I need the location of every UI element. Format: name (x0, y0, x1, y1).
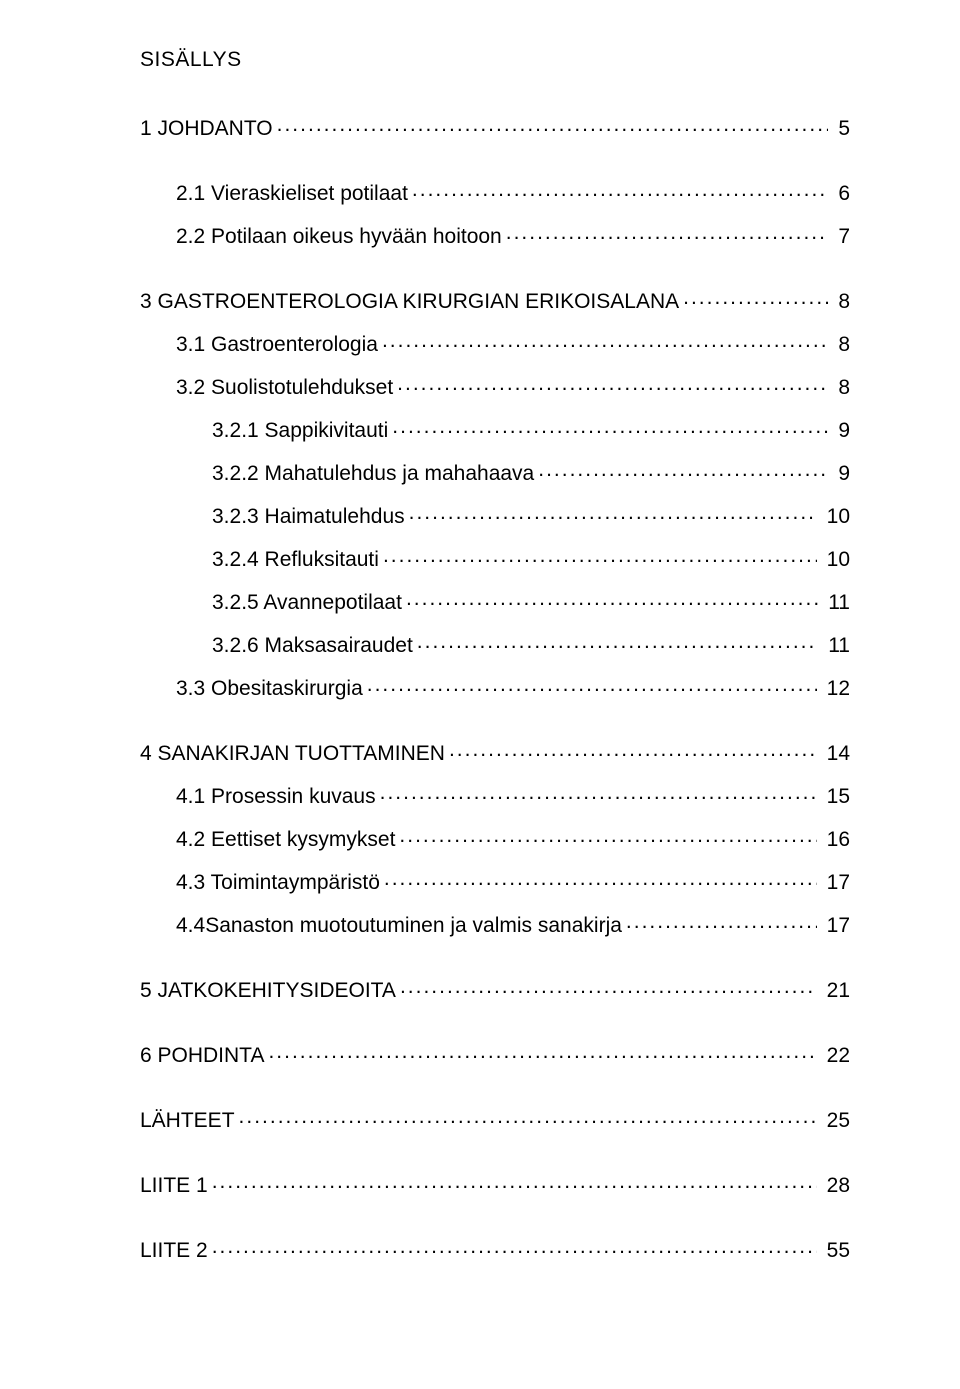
toc-leader (397, 373, 828, 394)
toc-label: 3.2 Suolistotulehdukset (176, 377, 393, 398)
toc-label: 3.1 Gastroenterologia (176, 334, 378, 355)
toc-leader (538, 459, 828, 480)
document-page: SISÄLLYS 1 JOHDANTO 5 2.1 Vieraskieliset p… (0, 0, 960, 1389)
toc-page-number: 25 (821, 1110, 850, 1131)
toc-page-number: 5 (832, 118, 850, 139)
toc-page-number: 9 (832, 463, 850, 484)
toc-page-number: 16 (821, 829, 850, 850)
toc-page-number: 8 (832, 377, 850, 398)
toc-leader (449, 739, 817, 760)
toc-page-number: 17 (821, 872, 850, 893)
toc-label: 2.1 Vieraskieliset potilaat (176, 183, 408, 204)
toc-page-number: 12 (821, 678, 850, 699)
toc-leader (382, 330, 828, 351)
toc-page-number: 10 (821, 549, 850, 570)
toc-page-number: 28 (821, 1175, 850, 1196)
toc-leader (400, 976, 817, 997)
toc-row: 3.3 Obesitaskirurgia 12 (140, 674, 850, 699)
toc-row: 3.2.1 Sappikivitauti 9 (140, 416, 850, 441)
toc-label: 4.3 Toimintaympäristö (176, 872, 380, 893)
toc-page-number: 11 (822, 635, 850, 656)
toc-label: 3.3 Obesitaskirurgia (176, 678, 363, 699)
toc-label: LIITE 1 (140, 1175, 208, 1196)
toc-page-number: 21 (821, 980, 850, 1001)
page-title: SISÄLLYS (140, 48, 850, 72)
toc-label: LÄHTEET (140, 1110, 235, 1131)
toc-row: 5 JATKOKEHITYSIDEOITA 21 (140, 976, 850, 1001)
toc-leader (399, 825, 816, 846)
toc-row: 3.2.5 Avannepotilaat 11 (140, 588, 850, 613)
toc-page-number: 10 (821, 506, 850, 527)
toc-row: 3.2.2 Mahatulehdus ja mahahaava 9 (140, 459, 850, 484)
toc-row: 6 POHDINTA 22 (140, 1041, 850, 1066)
toc-page-number: 8 (832, 334, 850, 355)
toc-page-number: 6 (832, 183, 850, 204)
toc-page-number: 11 (822, 592, 850, 613)
toc-label: 3.2.4 Refluksitauti (212, 549, 379, 570)
toc-leader (277, 114, 829, 135)
toc-leader (268, 1041, 816, 1062)
toc-label: 4 SANAKIRJAN TUOTTAMINEN (140, 743, 445, 764)
toc-row: LIITE 1 28 (140, 1171, 850, 1196)
toc-label: 3.2.1 Sappikivitauti (212, 420, 388, 441)
toc-page-number: 14 (821, 743, 850, 764)
toc-row: LIITE 2 55 (140, 1236, 850, 1261)
toc-row: 4.2 Eettiset kysymykset 16 (140, 825, 850, 850)
toc-row: 2.2 Potilaan oikeus hyvään hoitoon 7 (140, 222, 850, 247)
toc-leader (406, 588, 818, 609)
toc-leader (384, 868, 817, 889)
toc-row: 4.1 Prosessin kuvaus 15 (140, 782, 850, 807)
toc-row: LÄHTEET 25 (140, 1106, 850, 1131)
toc-label: 3.2.6 Maksasairaudet (212, 635, 413, 656)
toc-row: 3.1 Gastroenterologia 8 (140, 330, 850, 355)
toc-row: 3.2.4 Refluksitauti 10 (140, 545, 850, 570)
toc-leader (417, 631, 818, 652)
toc-page-number: 15 (821, 786, 850, 807)
toc-label: 5 JATKOKEHITYSIDEOITA (140, 980, 396, 1001)
toc-leader (626, 911, 817, 932)
toc-row: 4.3 Toimintaympäristö 17 (140, 868, 850, 893)
toc-page-number: 7 (832, 226, 850, 247)
toc-row: 1 JOHDANTO 5 (140, 114, 850, 139)
toc-leader (212, 1236, 817, 1257)
toc-leader (239, 1106, 817, 1127)
toc-label: 4.2 Eettiset kysymykset (176, 829, 395, 850)
toc-page-number: 55 (821, 1240, 850, 1261)
toc-leader (683, 287, 828, 308)
toc-row: 4 SANAKIRJAN TUOTTAMINEN 14 (140, 739, 850, 764)
toc-leader (383, 545, 817, 566)
toc-leader (380, 782, 817, 803)
toc-label: 2.2 Potilaan oikeus hyvään hoitoon (176, 226, 502, 247)
toc-label: 6 POHDINTA (140, 1045, 264, 1066)
toc-leader (506, 222, 829, 243)
toc-label: 3 GASTROENTEROLOGIA KIRURGIAN ERIKOISALA… (140, 291, 679, 312)
toc-page-number: 22 (821, 1045, 850, 1066)
table-of-contents: 1 JOHDANTO52.1 Vieraskieliset potilaat62… (140, 114, 850, 1261)
toc-row: 4.4Sanaston muotoutuminen ja valmis sana… (140, 911, 850, 936)
toc-leader (392, 416, 828, 437)
toc-page-number: 9 (832, 420, 850, 441)
toc-leader (212, 1171, 817, 1192)
toc-label: LIITE 2 (140, 1240, 208, 1261)
toc-label: 3.2.3 Haimatulehdus (212, 506, 405, 527)
toc-page-number: 8 (832, 291, 850, 312)
toc-label: 3.2.5 Avannepotilaat (212, 592, 402, 613)
toc-leader (412, 179, 828, 200)
toc-row: 3 GASTROENTEROLOGIA KIRURGIAN ERIKOISALA… (140, 287, 850, 312)
toc-row: 2.1 Vieraskieliset potilaat 6 (140, 179, 850, 204)
toc-row: 3.2.3 Haimatulehdus 10 (140, 502, 850, 527)
toc-page-number: 17 (821, 915, 850, 936)
toc-label: 1 JOHDANTO (140, 118, 273, 139)
toc-leader (409, 502, 817, 523)
toc-label: 4.4Sanaston muotoutuminen ja valmis sana… (176, 915, 622, 936)
toc-leader (367, 674, 817, 695)
toc-label: 4.1 Prosessin kuvaus (176, 786, 376, 807)
toc-row: 3.2.6 Maksasairaudet 11 (140, 631, 850, 656)
toc-row: 3.2 Suolistotulehdukset 8 (140, 373, 850, 398)
toc-label: 3.2.2 Mahatulehdus ja mahahaava (212, 463, 534, 484)
